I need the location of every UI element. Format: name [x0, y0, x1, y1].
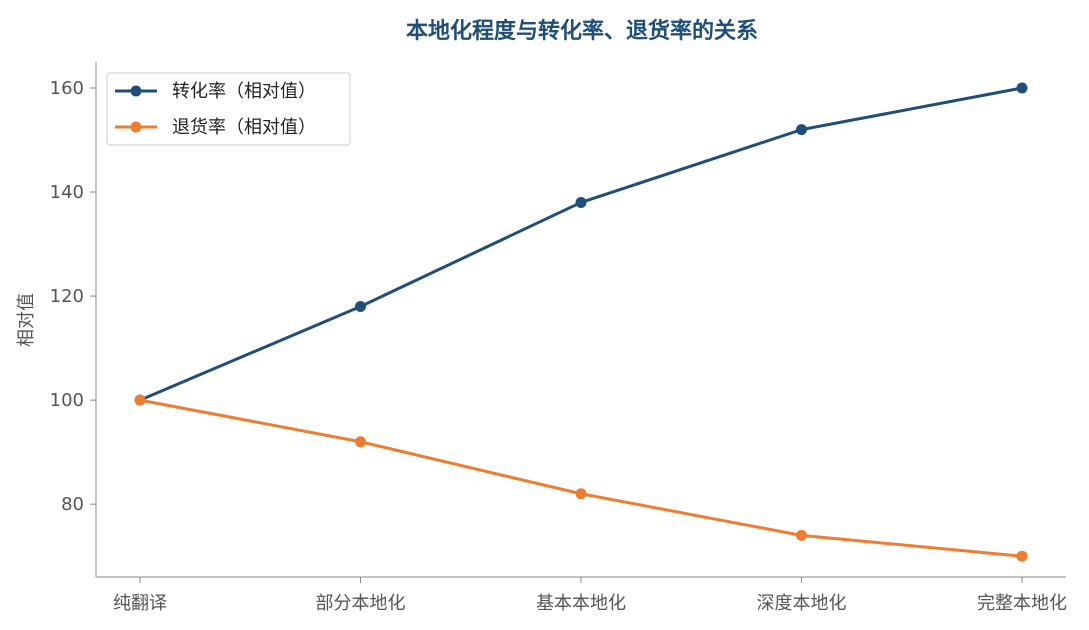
- y-tick-label: 120: [50, 286, 84, 307]
- x-ticks: 纯翻译 部分本地化 基本本地化 深度本地化 完整本地化: [113, 577, 1067, 614]
- series-line-1: [138, 398, 1024, 558]
- x-tick-label: 深度本地化: [757, 593, 847, 614]
- data-point: [355, 300, 366, 312]
- y-tick-label: 80: [61, 494, 84, 515]
- x-tick-label: 部分本地化: [316, 593, 406, 614]
- legend-box: [106, 72, 351, 146]
- y-tick-label: 100: [50, 390, 84, 411]
- y-tick-label: 160: [50, 78, 84, 99]
- data-point: [796, 124, 807, 136]
- legend-label: 转化率（相对值）: [172, 81, 316, 102]
- series-group: [134, 82, 1028, 562]
- legend-swatch-marker: [130, 85, 142, 97]
- y-tick-label: 140: [50, 182, 84, 203]
- chart-title: 本地化程度与转化率、退货率的关系: [406, 18, 758, 44]
- data-point: [575, 488, 587, 500]
- data-point: [134, 394, 146, 406]
- x-tick-label: 纯翻译: [113, 593, 167, 614]
- legend: 转化率（相对值） 退货率（相对值）: [106, 72, 351, 146]
- x-tick-label: 完整本地化: [977, 593, 1067, 614]
- x-tick-label: 基本本地化: [536, 593, 626, 614]
- data-point: [1016, 82, 1028, 94]
- legend-label: 退货率（相对值）: [172, 117, 316, 138]
- data-point: [1016, 550, 1028, 562]
- data-point: [575, 196, 587, 208]
- y-ticks: 80 100 120 140 160: [50, 78, 96, 515]
- legend-swatch-marker: [130, 121, 142, 133]
- y-axis-label: 相对值: [16, 293, 37, 347]
- data-point: [355, 436, 366, 448]
- data-point: [796, 529, 807, 541]
